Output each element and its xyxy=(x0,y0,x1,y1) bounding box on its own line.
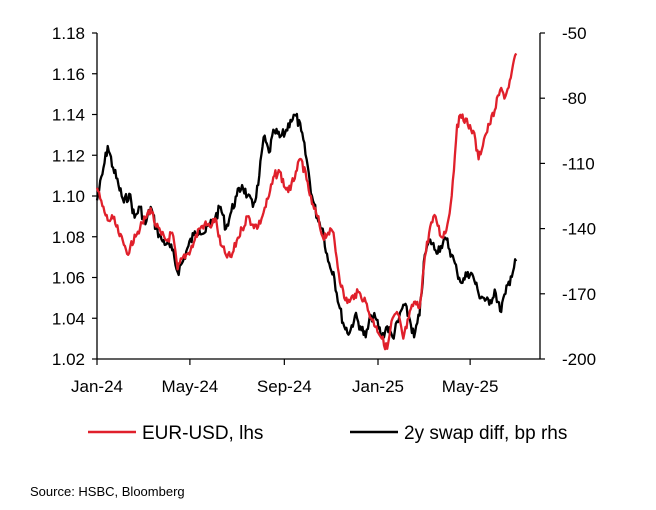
x-tick-label: Jan-25 xyxy=(352,377,404,396)
legend-item-swap-diff-label: 2y swap diff, bp rhs xyxy=(404,423,567,444)
left-y-axis-ticks: 1.02 1.04 1.06 1.08 1.10 1.12 1.14 1.16 1.18 xyxy=(52,24,97,369)
x-tick-label: Jan-24 xyxy=(71,377,123,396)
right-y-tick-label: -140 xyxy=(562,220,596,239)
source-note: Source: HSBC, Bloomberg xyxy=(30,484,185,499)
right-y-tick-label: -200 xyxy=(562,350,596,369)
left-y-tick-label: 1.18 xyxy=(52,24,85,43)
x-tick-label: May-25 xyxy=(442,377,499,396)
legend-item-eur-usd-label: EUR-USD, lhs xyxy=(142,423,263,444)
x-axis-ticks: Jan-24 May-24 Sep-24 Jan-25 May-25 xyxy=(71,359,498,396)
x-tick-label: May-24 xyxy=(162,377,219,396)
series-lines xyxy=(95,52,518,351)
left-y-tick-label: 1.02 xyxy=(52,350,85,369)
left-y-tick-label: 1.12 xyxy=(52,146,85,165)
left-y-tick-label: 1.14 xyxy=(52,106,85,125)
right-y-tick-label: -50 xyxy=(562,24,587,43)
swap-diff-line xyxy=(95,112,518,340)
left-y-tick-label: 1.04 xyxy=(52,309,85,328)
x-tick-label: Sep-24 xyxy=(257,377,312,396)
left-y-tick-label: 1.08 xyxy=(52,228,85,247)
left-y-tick-label: 1.10 xyxy=(52,187,85,206)
left-y-tick-label: 1.06 xyxy=(52,269,85,288)
right-y-tick-label: -80 xyxy=(562,89,587,108)
right-y-tick-label: -110 xyxy=(562,154,595,173)
chart-axes xyxy=(96,33,541,360)
eur-usd-line xyxy=(95,52,518,351)
left-y-tick-label: 1.16 xyxy=(52,65,85,84)
right-y-axis-ticks: -200 -170 -140 -110 -80 -50 xyxy=(540,24,596,369)
legend: EUR-USD, lhs 2y swap diff, bp rhs xyxy=(88,423,567,444)
right-y-tick-label: -170 xyxy=(562,285,596,304)
